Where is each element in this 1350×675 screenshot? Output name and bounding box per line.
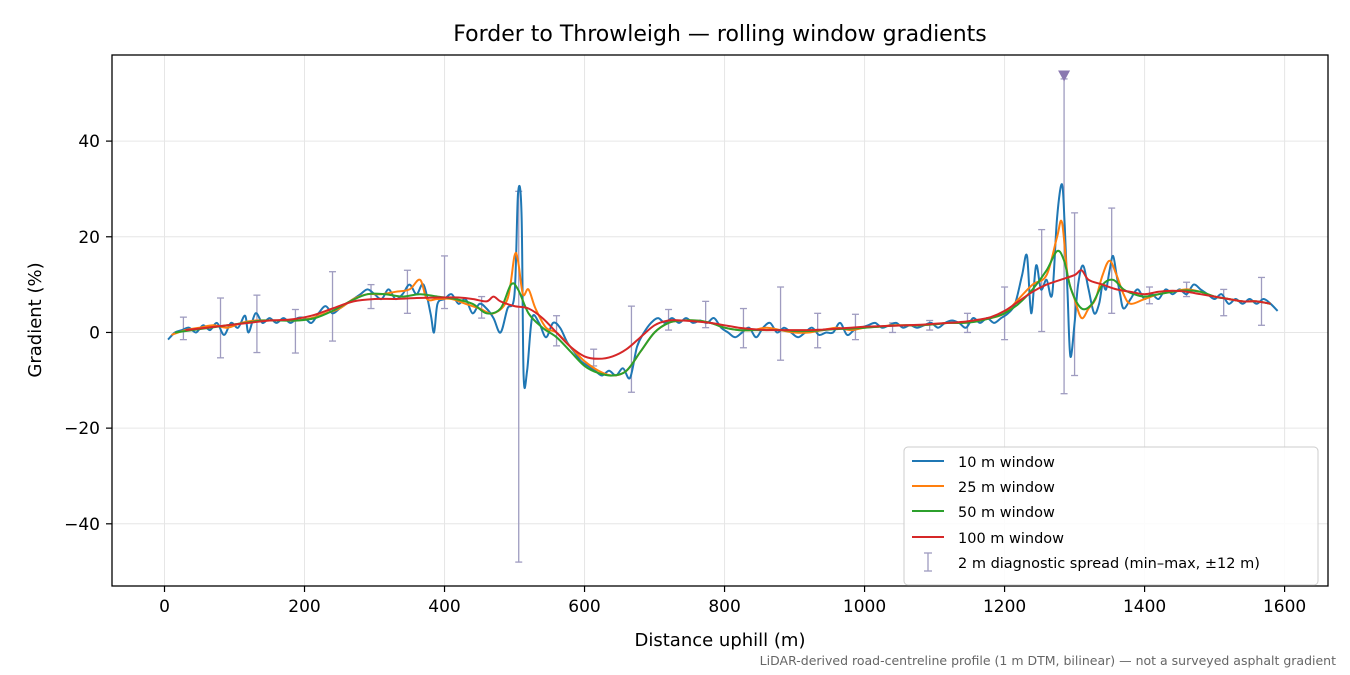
x-tick-label: 200 xyxy=(288,597,320,617)
x-tick-label: 400 xyxy=(428,597,460,617)
spread-bar xyxy=(403,269,411,314)
y-axis: −40 −20 0 20 40 xyxy=(64,132,112,535)
legend-label-spread: 2 m diagnostic spread (min–max, ±12 m) xyxy=(958,556,1260,572)
x-axis-label: Distance uphill (m) xyxy=(635,630,806,651)
spread-bar xyxy=(291,308,299,354)
x-tick-label: 1200 xyxy=(983,597,1026,617)
legend-swatch-spread xyxy=(924,552,932,572)
series-line-50m xyxy=(174,249,1271,377)
spread-bar xyxy=(777,286,785,361)
spread-bar xyxy=(553,315,561,347)
chart-title: Forder to Throwleigh — rolling window gr… xyxy=(453,22,987,47)
spread-bar xyxy=(627,305,635,393)
spread-bar xyxy=(367,283,375,310)
y-tick-label: −20 xyxy=(64,419,100,439)
legend-label-50m: 50 m window xyxy=(958,505,1055,521)
x-tick-label: 1400 xyxy=(1123,597,1166,617)
spread-bar xyxy=(329,271,337,342)
footnote: LiDAR-derived road-centreline profile (1… xyxy=(760,653,1336,668)
y-tick-label: 0 xyxy=(89,323,100,343)
x-tick-label: 1000 xyxy=(843,597,886,617)
x-axis: 0 200 400 600 800 1000 1200 1400 1600 xyxy=(159,586,1306,617)
series-line-25m xyxy=(171,219,1271,377)
spread-bar xyxy=(253,294,261,354)
y-tick-label: 20 xyxy=(78,228,100,248)
clipped-marker xyxy=(1058,70,1071,82)
x-tick-label: 0 xyxy=(159,597,170,617)
series-line-100m xyxy=(185,269,1271,360)
legend-label-25m: 25 m window xyxy=(958,480,1055,496)
spread-bar xyxy=(1220,288,1228,317)
x-tick-label: 600 xyxy=(568,597,600,617)
plot-frame xyxy=(111,54,1329,587)
legend-label-10m: 10 m window xyxy=(958,455,1055,471)
spread-bar xyxy=(1071,212,1079,377)
series-line-10m xyxy=(167,183,1279,390)
legend: 10 m window 25 m window 50 m window 100 … xyxy=(903,446,1319,586)
y-tick-label: 40 xyxy=(78,132,100,152)
series-layer xyxy=(167,183,1279,390)
x-tick-label: 1600 xyxy=(1263,597,1306,617)
y-tick-label: −40 xyxy=(64,515,100,535)
y-axis-label: Gradient (%) xyxy=(25,262,46,377)
x-tick-label: 800 xyxy=(708,597,740,617)
legend-box xyxy=(903,446,1319,586)
legend-label-100m: 100 m window xyxy=(958,531,1064,547)
